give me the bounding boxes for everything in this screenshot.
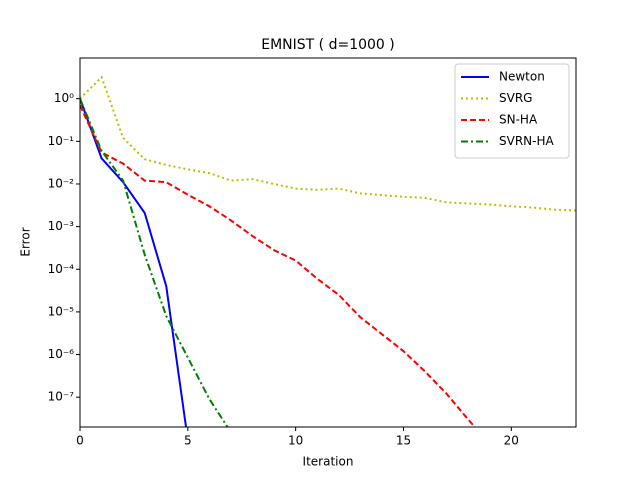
x-tick-label: 0 [76, 434, 84, 448]
y-tick-label: 10⁰ [54, 91, 74, 105]
x-tick-label: 15 [396, 434, 411, 448]
chart-title: EMNIST ( d=1000 ) [261, 37, 395, 53]
legend-label: SVRN-HA [499, 134, 554, 148]
plot-area [80, 75, 576, 427]
legend-label: SVRG [499, 91, 532, 105]
y-tick-label: 10⁻⁶ [48, 347, 75, 361]
x-tick-label: 5 [184, 434, 192, 448]
y-tick-label: 10⁻⁵ [48, 304, 75, 318]
x-axis-label: Iteration [303, 455, 354, 469]
series-line [80, 104, 477, 427]
legend-label: SN-HA [499, 113, 538, 127]
y-tick-label: 10⁻¹ [48, 134, 75, 148]
x-tick-label: 20 [504, 434, 519, 448]
y-tick-label: 10⁻⁷ [48, 390, 75, 404]
x-tick-label: 10 [288, 434, 303, 448]
axes-frame [79, 57, 577, 428]
y-tick-label: 10⁻⁴ [48, 262, 75, 276]
legend-label: Newton [499, 70, 545, 84]
series-line [80, 98, 188, 427]
series-line [80, 98, 229, 427]
y-tick-label: 10⁻² [48, 176, 75, 190]
y-tick-label: 10⁻³ [48, 219, 75, 233]
legend-box [454, 63, 570, 159]
y-axis-label: Error [19, 227, 33, 256]
